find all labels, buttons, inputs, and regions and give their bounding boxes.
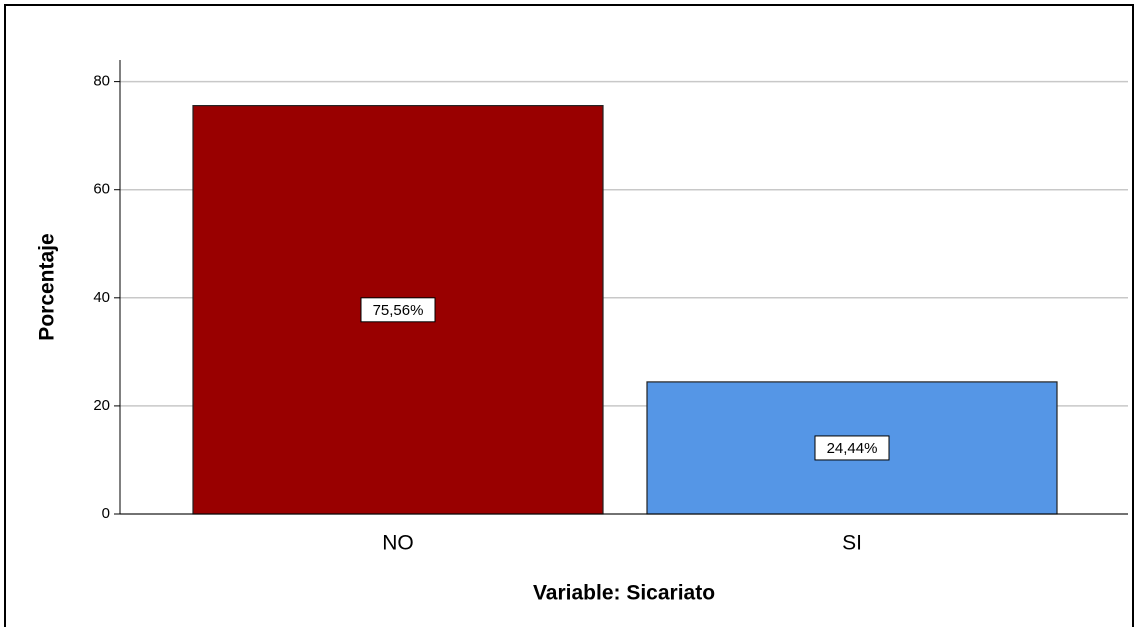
value-label-box bbox=[360, 297, 436, 323]
y-tick-label: 0 bbox=[102, 505, 110, 522]
value-label: 24,44% bbox=[827, 440, 878, 457]
y-tick-label: 20 bbox=[93, 397, 110, 414]
x-axis-title: Variable: Sicariato bbox=[533, 582, 715, 605]
y-tick-label: 80 bbox=[93, 73, 110, 90]
x-tick-label: SI bbox=[842, 532, 862, 555]
value-label-box bbox=[814, 435, 890, 461]
y-axis-title: Porcentaje bbox=[36, 233, 59, 340]
y-tick-label: 60 bbox=[93, 181, 110, 198]
value-label: 75,56% bbox=[373, 302, 424, 319]
x-tick-label: NO bbox=[382, 532, 414, 555]
frame bbox=[4, 4, 1134, 627]
y-tick-label: 40 bbox=[93, 289, 110, 306]
